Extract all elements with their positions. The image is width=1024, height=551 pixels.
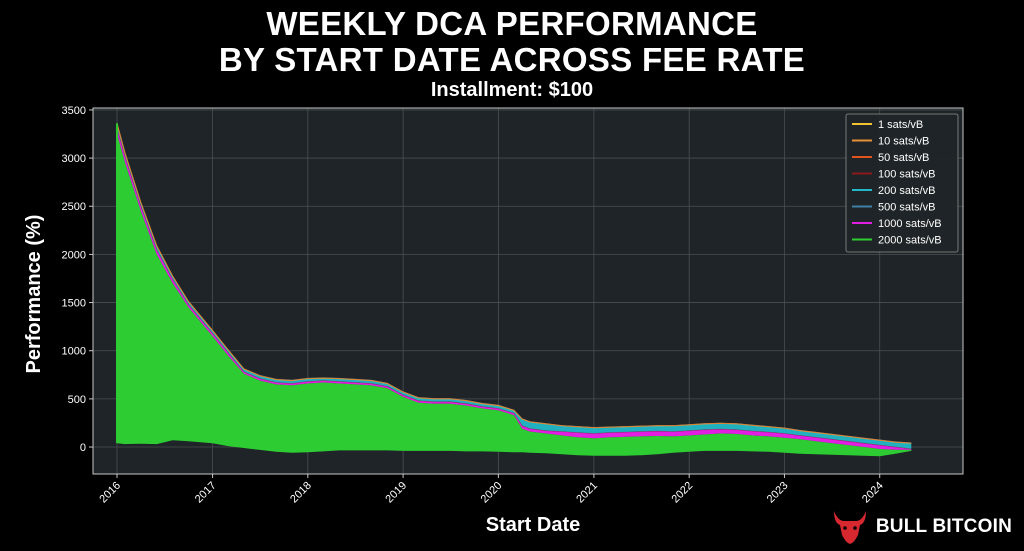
legend-label: 1 sats/vB: [878, 119, 923, 131]
x-tick-label: 2019: [383, 480, 409, 506]
y-tick-label: 2000: [62, 249, 86, 261]
legend: 1 sats/vB 10 sats/vB 50 sats/vB 100 sats/vB…: [845, 113, 959, 253]
x-tick-label: 2021: [574, 480, 600, 506]
x-tick-label: 2017: [193, 480, 219, 506]
y-tick-label: 1000: [62, 346, 86, 358]
chart-title-line-2: BY START DATE ACROSS FEE RATE: [218, 41, 806, 78]
series-band-2000-sats-vb: [117, 134, 912, 457]
x-tick-label: 2023: [765, 480, 791, 506]
y-tick-label: 500: [68, 394, 86, 406]
y-tick-label: 3500: [62, 105, 86, 117]
legend-label: 2000 sats/vB: [878, 235, 942, 247]
plot-frame: [92, 107, 964, 475]
y-tick-label: 1500: [62, 298, 86, 310]
chart-subtitle: Installment: $100: [430, 79, 594, 101]
bull-head-icon: [833, 511, 866, 544]
x-tick-label: 2022: [670, 480, 696, 506]
legend-label: 500 sats/vB: [878, 202, 935, 214]
x-tick-label: 2018: [288, 480, 314, 506]
x-tick-label: 2016: [97, 480, 123, 506]
series-line-50-sats-vb: [116, 123, 912, 444]
x-axis-label: Start Date: [486, 514, 580, 536]
brand-logo: BULL BITCOIN: [830, 509, 1012, 545]
legend-label: 1000 sats/vB: [878, 218, 942, 230]
chart-title-line-1: WEEKLY DCA PERFORMANCE: [266, 5, 758, 42]
y-tick-label: 0: [80, 442, 86, 454]
brand-name: BULL BITCOIN: [875, 516, 1012, 537]
series-line-100-sats-vb: [116, 128, 912, 450]
legend-box: [845, 113, 959, 253]
y-tick-label: 2500: [62, 201, 86, 213]
y-axis-label: Performance (%): [23, 215, 45, 374]
legend-label: 50 sats/vB: [878, 152, 929, 164]
x-tick-label: 2020: [479, 480, 505, 506]
data-series-group: [116, 122, 912, 457]
legend-label: 100 sats/vB: [878, 169, 935, 181]
x-tick-label: 2024: [860, 480, 886, 506]
y-tick-label: 3000: [62, 153, 86, 165]
legend-label: 200 sats/vB: [878, 185, 935, 197]
legend-label: 10 sats/vB: [878, 136, 929, 148]
